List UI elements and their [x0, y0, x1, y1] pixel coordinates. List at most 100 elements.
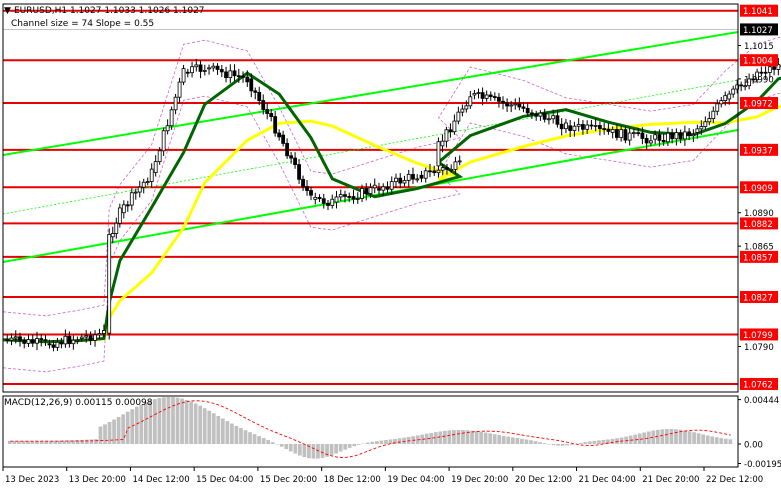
candle-body-10 [48, 344, 51, 345]
candle-body-32 [138, 187, 141, 192]
candle-body-144 [577, 124, 580, 126]
macd-bar-51 [239, 428, 243, 444]
x-tick-label-3: 15 Dec 04:00 [196, 475, 253, 485]
macd-bar-153 [701, 434, 705, 444]
candle-body-131 [522, 107, 525, 108]
candle-body-44 [186, 72, 189, 73]
x-tick-label-8: 20 Dec 12:00 [515, 475, 572, 485]
macd-bar-67 [312, 444, 316, 459]
candle-body-46 [195, 65, 198, 67]
candle-body-170 [688, 132, 691, 136]
candle-body-162 [654, 135, 657, 139]
candle-body-103 [433, 171, 436, 173]
candle-body-101 [424, 171, 427, 178]
candle-body-50 [212, 66, 215, 68]
candle-body-164 [662, 140, 665, 141]
candle-body-86 [360, 189, 363, 199]
candle-body-74 [310, 190, 313, 195]
x-tick-label-1: 13 Dec 20:00 [69, 475, 126, 485]
macd-bar-59 [275, 444, 279, 445]
candle-body-113 [449, 130, 452, 132]
candle-body-92 [386, 187, 389, 189]
macd-bar-27 [130, 409, 134, 444]
macd-bar-149 [683, 430, 687, 444]
candle-body-52 [220, 69, 223, 71]
candle-body-63 [266, 110, 269, 114]
candle-body-55 [233, 71, 236, 76]
x-tick-label-9: 21 Dec 04:00 [579, 475, 636, 485]
macd-bar-52 [244, 430, 248, 444]
candle-body-35 [150, 169, 153, 181]
x-tick-label-10: 21 Dec 20:00 [642, 475, 699, 485]
candle-body-98 [411, 174, 414, 179]
candle-body-166 [671, 133, 674, 139]
macd-bar-50 [235, 426, 239, 444]
candle-body-154 [620, 130, 623, 138]
macd-bar-75 [348, 444, 352, 448]
channel-label: Channel size = 74 Slope = 0.55 [11, 19, 154, 29]
candle-body-184 [744, 86, 747, 87]
candle-body-19 [85, 336, 88, 337]
macd-bar-134 [615, 438, 619, 444]
macd-bar-79 [366, 443, 370, 444]
candle-body-57 [242, 76, 245, 77]
candle-body-172 [696, 129, 699, 133]
macd-bar-19 [94, 439, 98, 444]
macd-bar-76 [352, 444, 356, 446]
macd-bar-55 [257, 436, 261, 444]
candle-body-149 [598, 125, 601, 128]
macd-bar-126 [579, 443, 583, 444]
macd-label: MACD(12,26,9) 0.00115 0.00098 [4, 398, 153, 408]
macd-bar-113 [520, 439, 524, 444]
candle-body-91 [382, 187, 385, 190]
level-label-5: 1.0882 [743, 220, 773, 230]
candle-body-135 [539, 113, 542, 116]
macd-bar-109 [502, 436, 506, 444]
macd-bar-53 [248, 432, 252, 444]
candle-body-13 [60, 342, 63, 344]
candle-body-179 [724, 96, 727, 101]
candle-body-89 [373, 185, 376, 188]
macd-bar-81 [375, 441, 379, 444]
macd-bar-16 [81, 440, 85, 444]
macd-bar-38 [180, 399, 184, 444]
macd-bar-97 [448, 430, 452, 444]
level-label-7: 1.0827 [743, 294, 773, 304]
macd-bar-17 [85, 440, 89, 444]
candle-body-171 [692, 134, 695, 135]
candle-body-18 [80, 337, 83, 338]
macd-bar-122 [561, 444, 565, 446]
symbol-label: EURUSD,H1 1.1027 1.1033 1.1026 1.1027 [14, 6, 205, 16]
candle-body-102 [428, 171, 431, 172]
candle-body-82 [344, 195, 347, 197]
candle-body-53 [225, 72, 228, 78]
x-tick-label-7: 19 Dec 20:00 [451, 475, 508, 485]
candle-body-14 [64, 336, 67, 344]
candle-body-43 [182, 69, 185, 82]
candle-body-93 [390, 182, 393, 190]
candle-body-5 [27, 340, 30, 344]
candle-body-106 [445, 168, 448, 170]
candle-body-75 [314, 197, 317, 199]
macd-bar-74 [343, 444, 347, 450]
candle-body-25 [111, 233, 114, 236]
candle-body-128 [510, 105, 513, 106]
candle-body-12 [56, 342, 59, 347]
macd-bar-21 [103, 424, 107, 444]
macd-bar-20 [99, 427, 103, 444]
candle-body-56 [237, 76, 240, 77]
macd-bar-156 [715, 437, 719, 444]
candle-body-109 [458, 161, 461, 162]
y-tick-label-3: 1.0865 [744, 243, 774, 253]
candle-body-153 [615, 129, 618, 137]
candle-body-16 [72, 340, 75, 343]
candle-body-28 [122, 205, 125, 213]
candle-body-1 [10, 338, 13, 340]
macd-bar-117 [538, 442, 542, 444]
candle-body-94 [394, 178, 397, 181]
candle-body-22 [98, 334, 101, 335]
macd-bar-78 [361, 444, 365, 445]
candle-body-183 [740, 85, 743, 86]
candle-body-60 [254, 91, 257, 93]
